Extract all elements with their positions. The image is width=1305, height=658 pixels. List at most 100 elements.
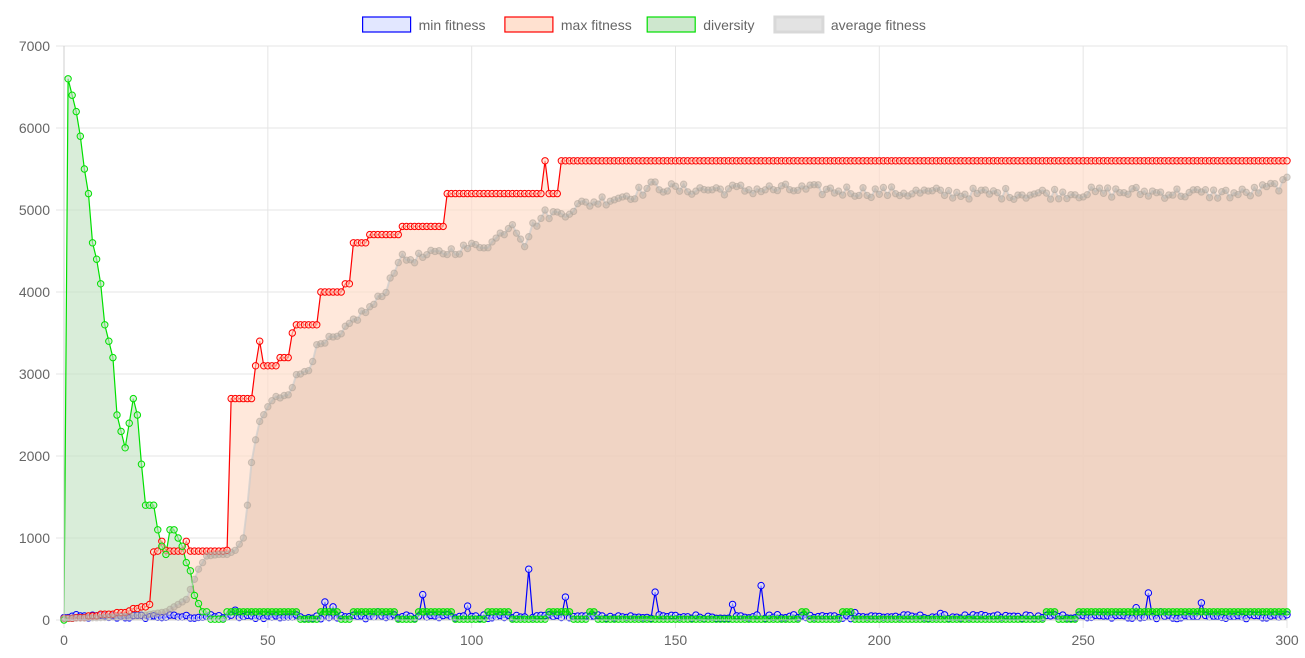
data-point bbox=[590, 198, 598, 206]
data-point bbox=[1038, 615, 1047, 623]
data-point bbox=[484, 244, 492, 252]
data-point bbox=[480, 615, 488, 623]
data-point bbox=[1108, 193, 1116, 201]
data-point bbox=[940, 191, 949, 200]
data-point bbox=[410, 259, 419, 267]
data-point bbox=[712, 184, 720, 192]
data-point bbox=[251, 436, 260, 444]
area-fills bbox=[64, 78, 1287, 621]
data-point bbox=[398, 250, 407, 259]
data-point bbox=[149, 501, 158, 509]
data-point bbox=[370, 300, 378, 309]
data-point bbox=[1034, 189, 1043, 197]
data-point bbox=[158, 542, 166, 550]
data-point bbox=[337, 288, 345, 296]
data-point bbox=[533, 222, 541, 230]
legend-item-average-fitness[interactable]: average fitness bbox=[773, 15, 926, 34]
data-point bbox=[1283, 173, 1291, 181]
data-point bbox=[105, 337, 113, 345]
data-point bbox=[72, 107, 80, 116]
data-point bbox=[178, 598, 186, 606]
data-point bbox=[121, 444, 129, 452]
data-point bbox=[525, 233, 533, 241]
data-point bbox=[655, 186, 663, 194]
data-point bbox=[84, 189, 93, 198]
data-point bbox=[154, 526, 162, 534]
data-point bbox=[1201, 186, 1210, 194]
data-point bbox=[264, 403, 272, 411]
legend-item-max-fitness[interactable]: max fitness bbox=[504, 16, 632, 33]
data-point bbox=[1230, 189, 1238, 197]
data-point bbox=[1246, 192, 1255, 200]
data-point bbox=[794, 186, 802, 195]
data-point bbox=[737, 181, 745, 189]
data-point bbox=[492, 234, 500, 242]
data-point bbox=[394, 258, 402, 267]
data-point bbox=[170, 526, 178, 534]
data-point bbox=[1214, 194, 1222, 202]
data-point bbox=[333, 332, 341, 340]
data-point bbox=[394, 230, 402, 239]
data-point bbox=[96, 280, 105, 288]
data-point bbox=[1181, 193, 1189, 201]
data-point bbox=[814, 181, 822, 189]
data-point bbox=[794, 615, 802, 623]
data-point bbox=[439, 222, 447, 231]
data-point bbox=[88, 239, 97, 247]
data-point bbox=[321, 339, 329, 347]
data-point bbox=[145, 600, 154, 609]
legend[interactable]: min fitness max fitness diversity average f… bbox=[362, 15, 926, 34]
data-point bbox=[447, 245, 455, 253]
data-point bbox=[231, 546, 239, 554]
data-point bbox=[1197, 188, 1206, 196]
legend-item-min-fitness[interactable]: min fitness bbox=[362, 16, 486, 33]
data-point bbox=[508, 220, 517, 229]
data-point bbox=[1128, 185, 1136, 193]
data-point bbox=[186, 567, 195, 575]
data-point bbox=[292, 608, 301, 616]
data-point bbox=[716, 185, 725, 193]
data-point bbox=[109, 353, 117, 362]
x-tick-label: 300 bbox=[1275, 632, 1299, 648]
data-point bbox=[260, 411, 268, 419]
data-point bbox=[1124, 190, 1132, 198]
x-tick-label: 200 bbox=[868, 632, 892, 648]
data-point bbox=[247, 394, 256, 403]
data-point bbox=[847, 608, 855, 616]
data-point bbox=[997, 195, 1006, 203]
data-point bbox=[80, 165, 89, 173]
data-point bbox=[349, 315, 358, 323]
data-point bbox=[936, 186, 945, 194]
data-point bbox=[1152, 614, 1161, 623]
data-point bbox=[1156, 188, 1165, 196]
data-point bbox=[928, 187, 937, 195]
data-point bbox=[410, 615, 419, 623]
legend-item-diversity[interactable]: diversity bbox=[646, 16, 755, 33]
data-point bbox=[1144, 192, 1153, 200]
data-point bbox=[1006, 193, 1014, 202]
data-point bbox=[826, 184, 835, 192]
data-point bbox=[1079, 193, 1087, 201]
data-point bbox=[773, 186, 782, 195]
data-point bbox=[516, 235, 525, 243]
data-point bbox=[1258, 181, 1267, 189]
data-point bbox=[553, 208, 561, 216]
data-point bbox=[500, 230, 508, 239]
data-point bbox=[1222, 186, 1230, 194]
y-tick-label: 3000 bbox=[19, 366, 50, 382]
data-point bbox=[386, 274, 394, 282]
legend-label: average fitness bbox=[831, 17, 926, 33]
data-point bbox=[288, 383, 296, 392]
data-point bbox=[545, 214, 553, 223]
data-point bbox=[663, 187, 672, 195]
data-point bbox=[553, 189, 561, 198]
data-point bbox=[170, 603, 178, 611]
data-point bbox=[606, 197, 614, 205]
data-point bbox=[667, 180, 676, 188]
data-point bbox=[590, 608, 598, 616]
data-point bbox=[92, 255, 101, 263]
data-point bbox=[537, 214, 545, 223]
data-point bbox=[777, 182, 786, 190]
data-point bbox=[178, 542, 186, 550]
data-point bbox=[679, 180, 688, 188]
